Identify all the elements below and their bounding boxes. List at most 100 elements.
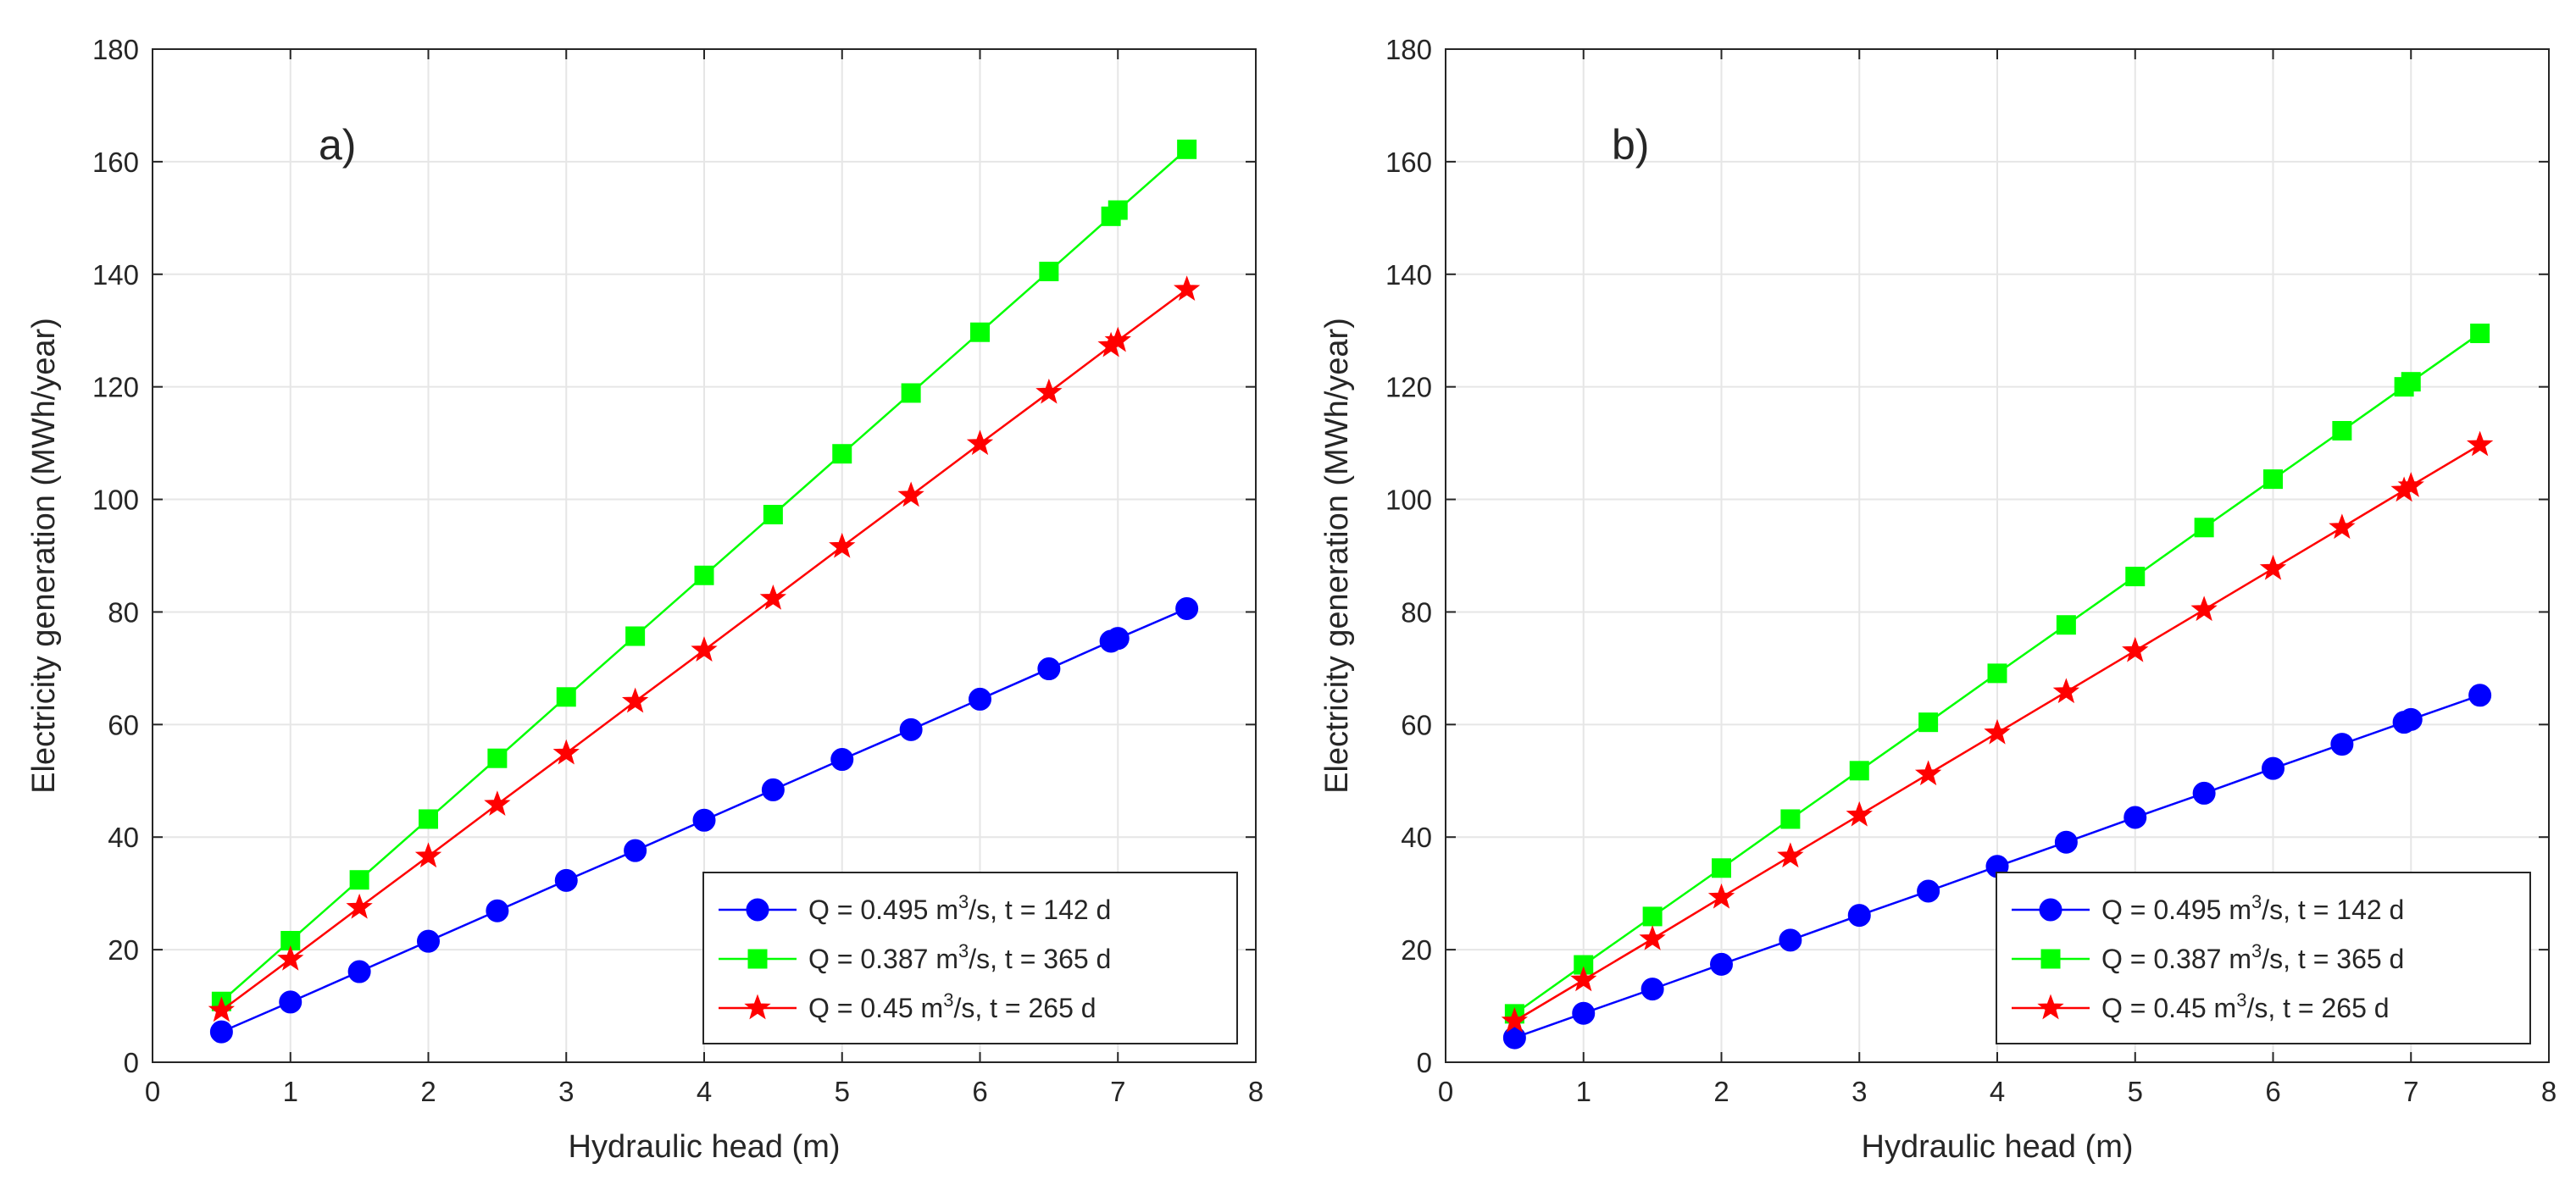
data-point [1779, 928, 1802, 952]
x-tick-label: 5 [835, 1076, 850, 1107]
data-point [901, 383, 921, 403]
legend-entry: Q = 0.45 m3/s, t = 265 d [2012, 989, 2390, 1023]
data-point [1108, 200, 1128, 220]
data-point [624, 839, 647, 862]
data-point [1707, 883, 1735, 909]
legend-marker [2040, 949, 2061, 969]
data-point [349, 870, 369, 890]
x-tick-label: 4 [1990, 1076, 2005, 1107]
data-point [2125, 567, 2146, 587]
data-point [2056, 615, 2076, 635]
x-tick-label: 8 [2541, 1076, 2557, 1107]
data-point [1712, 858, 1731, 878]
x-tick-label: 4 [697, 1076, 712, 1107]
data-point [1037, 657, 1061, 681]
y-tick-label: 80 [1401, 596, 1432, 628]
data-point [2259, 554, 2287, 580]
legend-label: Q = 0.45 m3/s, t = 265 d [808, 989, 1096, 1023]
data-point [1502, 1026, 1526, 1050]
series-line [1513, 694, 2481, 1039]
data-point [621, 687, 649, 713]
legend: Q = 0.495 m3/s, t = 142 d Q = 0.387 m3/s,… [1996, 872, 2531, 1044]
x-tick-label: 3 [558, 1076, 574, 1107]
data-point [1987, 663, 2007, 684]
data-point [1917, 879, 1940, 903]
y-tick-label: 120 [92, 372, 139, 403]
data-point [763, 504, 783, 524]
y-tick-label: 0 [124, 1047, 139, 1078]
legend-label: Q = 0.495 m3/s, t = 142 d [2101, 891, 2404, 925]
legend-marker [2039, 898, 2062, 922]
data-point [625, 626, 646, 646]
data-point [419, 809, 438, 829]
x-tick-label: 2 [420, 1076, 436, 1107]
y-tick-label: 60 [108, 709, 139, 740]
data-point [1035, 378, 1063, 404]
legend-entry: Q = 0.387 m3/s, t = 365 d [719, 940, 1111, 974]
data-point [761, 778, 785, 801]
data-point [1777, 842, 1804, 868]
data-point [414, 842, 442, 868]
data-point [2122, 636, 2149, 662]
data-point [832, 444, 852, 464]
y-tick-label: 180 [92, 34, 139, 65]
data-point [1570, 966, 1597, 992]
data-point [970, 322, 990, 342]
x-axis-label: Hydraulic head (m) [569, 1129, 841, 1165]
data-point [209, 1020, 233, 1044]
series-line [220, 148, 1188, 1003]
data-point [1642, 906, 1663, 927]
x-tick-label: 8 [1248, 1076, 1263, 1107]
data-point [2263, 469, 2283, 490]
data-point [1641, 978, 1664, 1001]
data-point [1501, 1007, 1529, 1033]
data-point [2124, 806, 2147, 829]
data-point [1039, 261, 1059, 281]
data-point [1106, 627, 1130, 651]
data-point [486, 899, 509, 922]
y-tick-label: 60 [1401, 709, 1432, 740]
data-point [1914, 760, 1942, 786]
data-point [897, 481, 924, 507]
data-point [1849, 761, 1869, 781]
legend-entry: Q = 0.495 m3/s, t = 142 d [2012, 891, 2404, 925]
data-point [2401, 372, 2421, 392]
series-circle [209, 596, 1199, 1044]
data-point [2397, 472, 2424, 497]
data-point [2399, 707, 2423, 731]
data-point [1173, 275, 1201, 302]
y-tick-label: 100 [1385, 485, 1432, 516]
data-point [899, 717, 923, 741]
data-point [691, 636, 718, 662]
data-point [1177, 139, 1197, 159]
legend-label: Q = 0.387 m3/s, t = 365 d [2101, 940, 2404, 974]
data-point [554, 868, 578, 892]
y-axis-label: Electricity generation (MWh/year) [1319, 318, 1355, 794]
data-point [969, 687, 991, 711]
y-tick-label: 0 [1417, 1047, 1432, 1078]
data-point [2054, 830, 2078, 854]
data-point [556, 687, 576, 707]
y-tick-label: 120 [1385, 372, 1432, 403]
chart-panel-a: 0 1 2 3 4 5 6 7 8020406080100120140160180Hydraul… [26, 34, 1263, 1165]
series-line [1513, 444, 2481, 1022]
legend-marker [744, 994, 771, 1020]
y-tick-label: 20 [108, 934, 139, 966]
legend-label: Q = 0.387 m3/s, t = 365 d [808, 940, 1111, 974]
data-point [487, 748, 508, 768]
data-point [1918, 712, 1939, 733]
legend-marker [746, 898, 769, 922]
x-tick-label: 2 [1713, 1076, 1729, 1107]
data-point [1175, 596, 1199, 620]
y-tick-label: 80 [108, 596, 139, 628]
series-line [1513, 332, 2481, 1015]
data-point [2468, 684, 2492, 707]
axes-box [1445, 48, 2550, 1063]
x-tick-label: 5 [2128, 1076, 2143, 1107]
series-line [220, 607, 1188, 1033]
series-star [208, 275, 1201, 1022]
data-point [1572, 1001, 1596, 1025]
x-tick-label: 1 [283, 1076, 298, 1107]
data-point [2192, 781, 2216, 805]
data-point [1847, 904, 1871, 928]
